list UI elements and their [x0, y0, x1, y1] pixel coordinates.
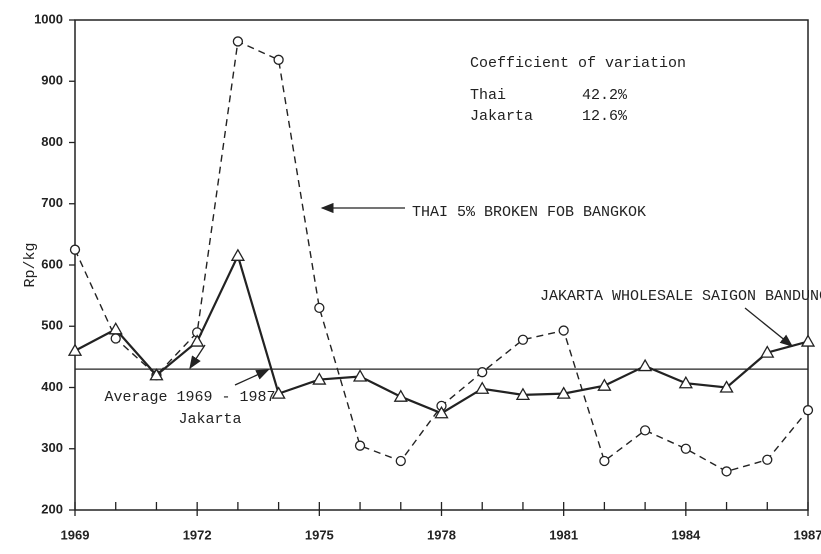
- marker: [678, 375, 693, 389]
- marker: [477, 367, 488, 378]
- marker: [721, 466, 732, 477]
- marker: [110, 333, 121, 344]
- y-tick-label: 1000: [34, 11, 63, 26]
- marker: [108, 322, 123, 335]
- x-tick-label: 1972: [183, 527, 212, 542]
- arrow: [744, 307, 794, 347]
- annotation-value: 12.6%: [582, 108, 628, 125]
- annotation-value: 42.2%: [582, 87, 628, 104]
- x-tick-label: 1981: [549, 527, 578, 542]
- reference-label: Average 1969 - 1987: [104, 389, 275, 406]
- marker: [314, 302, 325, 314]
- marker: [597, 378, 612, 391]
- y-tick-label: 300: [41, 440, 63, 455]
- marker: [802, 405, 814, 416]
- marker: [393, 389, 408, 402]
- marker: [434, 405, 449, 419]
- marker: [271, 386, 286, 399]
- marker: [67, 343, 83, 356]
- marker: [760, 345, 775, 358]
- y-axis-label: Rp/kg: [22, 242, 39, 287]
- marker: [517, 334, 529, 345]
- marker: [69, 244, 81, 255]
- series-label: JAKARTA WHOLESALE SAIGON BANDUNG I: [540, 288, 821, 305]
- marker: [149, 367, 164, 381]
- marker: [558, 325, 569, 336]
- arrow: [189, 344, 206, 370]
- annotation-title: Coefficient of variation: [470, 55, 686, 72]
- marker: [352, 369, 368, 382]
- marker: [639, 425, 651, 436]
- x-tick-label: 1984: [671, 527, 701, 542]
- marker: [599, 455, 610, 467]
- y-tick-label: 600: [41, 256, 63, 271]
- y-tick-label: 200: [41, 501, 63, 516]
- arrow: [234, 369, 270, 386]
- y-tick-label: 500: [41, 318, 63, 333]
- marker: [312, 372, 327, 385]
- marker: [190, 334, 205, 347]
- y-tick-label: 900: [41, 73, 63, 88]
- marker: [232, 36, 244, 47]
- marker: [800, 334, 816, 347]
- x-tick-label: 1987: [794, 527, 821, 542]
- marker: [395, 455, 406, 467]
- marker: [637, 358, 653, 372]
- x-tick-label: 1969: [61, 527, 90, 542]
- y-tick-label: 700: [41, 195, 63, 210]
- y-tick-label: 800: [41, 134, 63, 149]
- marker: [762, 454, 773, 465]
- marker: [680, 443, 691, 454]
- annotation-label: Thai: [470, 87, 506, 104]
- x-tick-label: 1975: [305, 527, 334, 542]
- reference-label: Jakarta: [178, 411, 241, 428]
- x-tick-label: 1978: [427, 527, 456, 542]
- plot-frame: [74, 19, 809, 511]
- marker: [273, 54, 284, 65]
- y-tick-label: 400: [41, 379, 63, 394]
- marker: [556, 386, 571, 399]
- marker: [230, 248, 246, 261]
- marker: [515, 387, 531, 400]
- marker: [475, 381, 490, 394]
- marker: [354, 440, 366, 451]
- series-label: THAI 5% BROKEN FOB BANGKOK: [412, 204, 646, 221]
- marker: [719, 380, 734, 393]
- annotation-label: Jakarta: [470, 108, 533, 125]
